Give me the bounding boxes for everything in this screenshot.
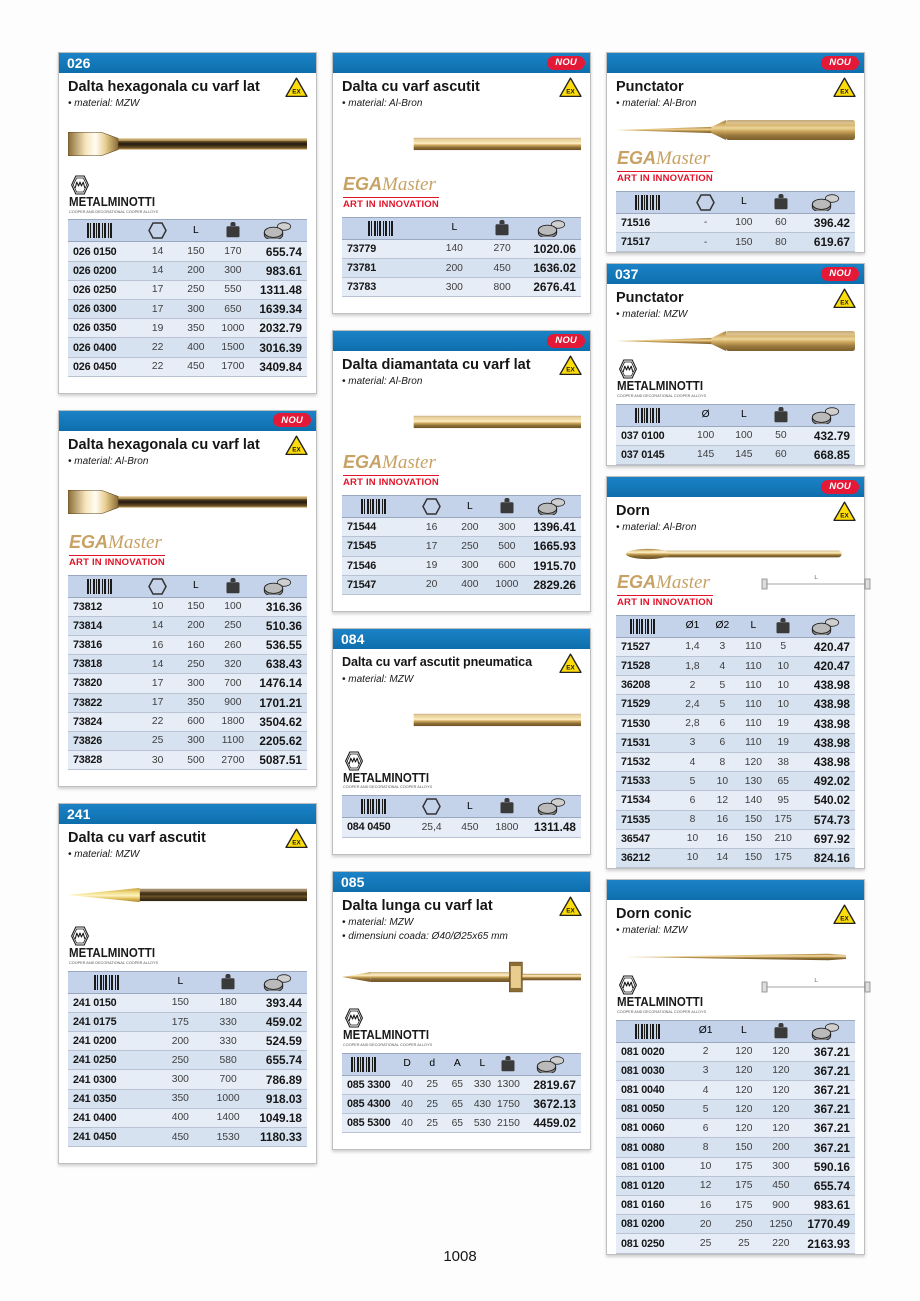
svg-text:L: L: [814, 978, 818, 984]
svg-text:L: L: [814, 575, 818, 581]
svg-text:EX: EX: [566, 89, 575, 96]
svg-text:EX: EX: [292, 446, 301, 453]
svg-text:EX: EX: [566, 664, 575, 671]
svg-text:EX: EX: [840, 89, 849, 96]
svg-text:EX: EX: [566, 907, 575, 914]
svg-text:EX: EX: [840, 513, 849, 520]
svg-text:EX: EX: [566, 367, 575, 374]
svg-text:EX: EX: [840, 916, 849, 923]
svg-text:EX: EX: [292, 840, 301, 847]
svg-text:EX: EX: [292, 89, 301, 96]
svg-text:EX: EX: [840, 300, 849, 307]
